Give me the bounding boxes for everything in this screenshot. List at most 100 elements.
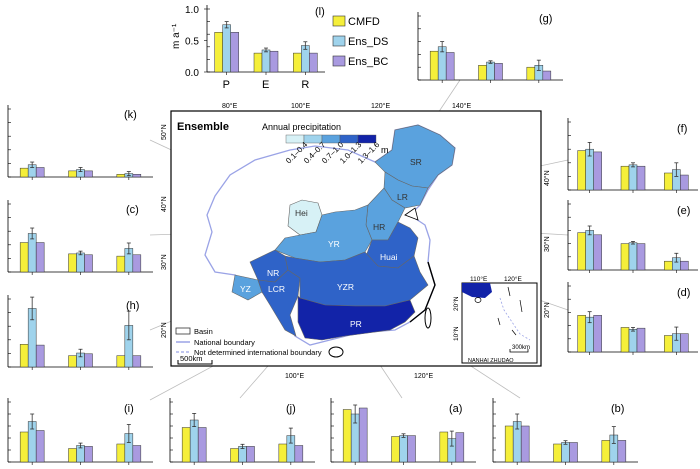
bar: [35, 242, 45, 273]
region-YZ: [231, 274, 263, 301]
taiwan-island: [424, 307, 432, 329]
region-label-YR: YR: [328, 239, 340, 249]
panel-label: (h): [126, 300, 139, 312]
bar: [593, 151, 602, 191]
bar: [197, 427, 207, 463]
bar: [664, 260, 673, 271]
bar: [636, 327, 646, 353]
bar: [230, 448, 239, 463]
category-label: R: [301, 79, 309, 91]
panel-label: (a): [449, 403, 462, 415]
panel-label: (e): [677, 205, 690, 217]
bar: [445, 52, 455, 81]
bar: [246, 446, 255, 463]
bar: [132, 174, 142, 178]
lon-label-100: 100°E: [291, 102, 310, 110]
precip-legend-swatch: [357, 134, 377, 144]
panel-label: (b): [611, 403, 624, 415]
bar: [585, 230, 594, 271]
region-label-LCR: LCR: [268, 284, 285, 294]
region-label-Huai: Huai: [380, 252, 398, 262]
bar: [68, 355, 77, 368]
bar: [19, 242, 29, 273]
chart-panel: (a): [330, 398, 476, 465]
bar: [593, 234, 602, 271]
scale-bar: [177, 360, 213, 365]
bar: [664, 335, 673, 353]
inset-scale-label: 300km: [512, 345, 530, 351]
chart-panel: (b): [492, 398, 638, 465]
map-title: Ensemble: [177, 121, 229, 133]
hainan-island: [328, 346, 344, 358]
bar: [399, 435, 408, 463]
bar: [116, 443, 126, 463]
scale-bar-label: 500km: [180, 354, 203, 363]
y-axis-label: m a⁻¹: [171, 23, 182, 49]
inset-hainan: [474, 297, 482, 303]
legend-label-ensbc: Ens_BC: [348, 56, 388, 68]
bar: [577, 232, 586, 271]
bar: [35, 430, 45, 463]
lat-label-40: 40°N: [160, 196, 168, 212]
coastline: [409, 261, 436, 323]
inset-lat-10: 10°N: [452, 326, 460, 341]
inset-islands: [497, 286, 523, 336]
lat-label-50: 50°N: [160, 124, 168, 140]
key-national-label: National boundary: [194, 338, 255, 347]
bar-chart-panels: P E R 0.0 0.5 1.0m a⁻¹ (l) (g) (k) (f) (c) (e) (h) (d…: [7, 5, 698, 465]
region-label-LR: LR: [397, 192, 408, 202]
bar: [620, 243, 630, 271]
bar: [569, 442, 578, 463]
bar: [601, 440, 611, 463]
panel-label: (l): [315, 6, 325, 18]
lat-label-right-30: 30°N: [543, 236, 551, 252]
bar: [553, 443, 562, 463]
bar: [577, 315, 586, 353]
bohai-bay: [404, 207, 419, 221]
bar: [35, 167, 45, 178]
panel-label: (g): [539, 13, 552, 25]
bar: [620, 165, 630, 191]
lon-label-120: 120°E: [371, 102, 390, 110]
bar: [542, 70, 552, 81]
bar: [628, 242, 638, 271]
chart-panel: P E R 0.0 0.5 1.0m a⁻¹ (l): [171, 5, 325, 91]
lon-label-bottom-100: 100°E: [285, 372, 304, 380]
precip-legend-unit: m: [381, 145, 389, 155]
legend-label-ensds: Ens_DS: [348, 36, 388, 48]
series-legend: CMFD Ens_DS Ens_BC: [332, 15, 388, 68]
bar: [391, 436, 400, 463]
bar: [593, 315, 602, 353]
panel-label: (d): [677, 287, 690, 299]
panel-label: (j): [286, 403, 296, 415]
category-label: P: [223, 79, 230, 91]
bar: [526, 66, 536, 81]
key-basin-swatch: [175, 327, 191, 335]
chart-panel: (k): [7, 105, 153, 180]
bar: [620, 327, 630, 353]
region-label-YZ: YZ: [240, 284, 251, 294]
bar: [35, 344, 45, 368]
bar: [664, 172, 673, 191]
bar: [222, 24, 231, 73]
bar: [132, 445, 142, 463]
legend-swatch-ensbc: [332, 55, 346, 67]
lon-label-140: 140°E: [452, 102, 471, 110]
region-label-SR: SR: [410, 157, 422, 167]
bar: [68, 170, 77, 178]
bar: [520, 425, 530, 463]
bar: [19, 167, 29, 178]
y-tick-label: 1.0: [185, 5, 199, 16]
region-label-HR: HR: [373, 222, 385, 232]
lon-label-80: 80°E: [222, 102, 238, 110]
inset-caption: NANHAI ZHUDAO: [468, 358, 514, 364]
region-label-YZR: YZR: [337, 282, 354, 292]
legend-swatch-ensds: [332, 35, 346, 47]
bar: [439, 431, 449, 463]
bar: [84, 170, 93, 178]
region-YZR: [284, 251, 429, 307]
bar: [358, 407, 368, 463]
region-label-Hei: Hei: [295, 208, 308, 218]
category-label: E: [262, 79, 269, 91]
bar: [342, 409, 352, 463]
